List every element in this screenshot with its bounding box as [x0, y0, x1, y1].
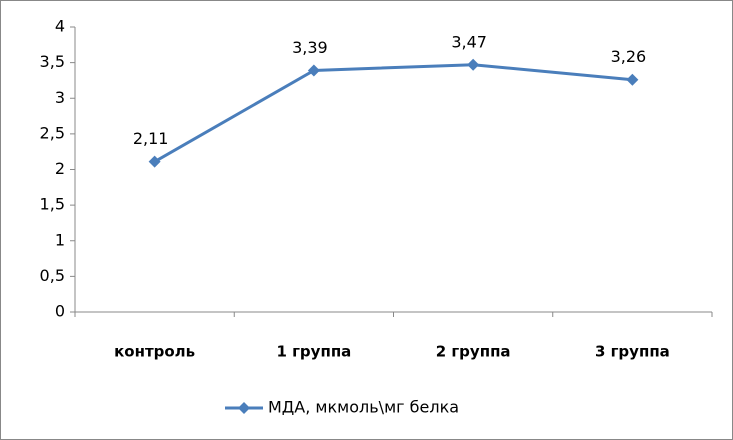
legend-marker [238, 402, 250, 414]
point [307, 64, 320, 77]
data-label: 2,11 [133, 129, 169, 148]
data-label: 3,39 [292, 38, 328, 57]
y-tick-label: 3,5 [40, 52, 65, 71]
y-tick-label: 3 [55, 88, 65, 107]
y-tick-label: 1,5 [40, 195, 65, 214]
data-label: 3,47 [451, 32, 487, 51]
y-tick-label: 2 [55, 159, 65, 178]
x-tick-label: контроль [114, 343, 195, 361]
point [467, 58, 480, 71]
y-tick-label: 0 [55, 302, 65, 321]
data-label: 3,26 [611, 47, 647, 66]
x-tick-label: 3 группа [595, 343, 670, 361]
y-tick-label: 1 [55, 230, 65, 249]
x-tick-label: 2 группа [436, 343, 511, 361]
y-tick-label: 2,5 [40, 123, 65, 142]
point [148, 155, 161, 168]
point [626, 73, 639, 86]
y-tick-label: 4 [55, 17, 65, 36]
x-tick-label: 1 группа [276, 343, 351, 361]
legend-label: МДА, мкмоль\мг белка [268, 398, 459, 417]
series-line [153, 63, 633, 163]
y-tick-label: 0,5 [40, 266, 65, 285]
